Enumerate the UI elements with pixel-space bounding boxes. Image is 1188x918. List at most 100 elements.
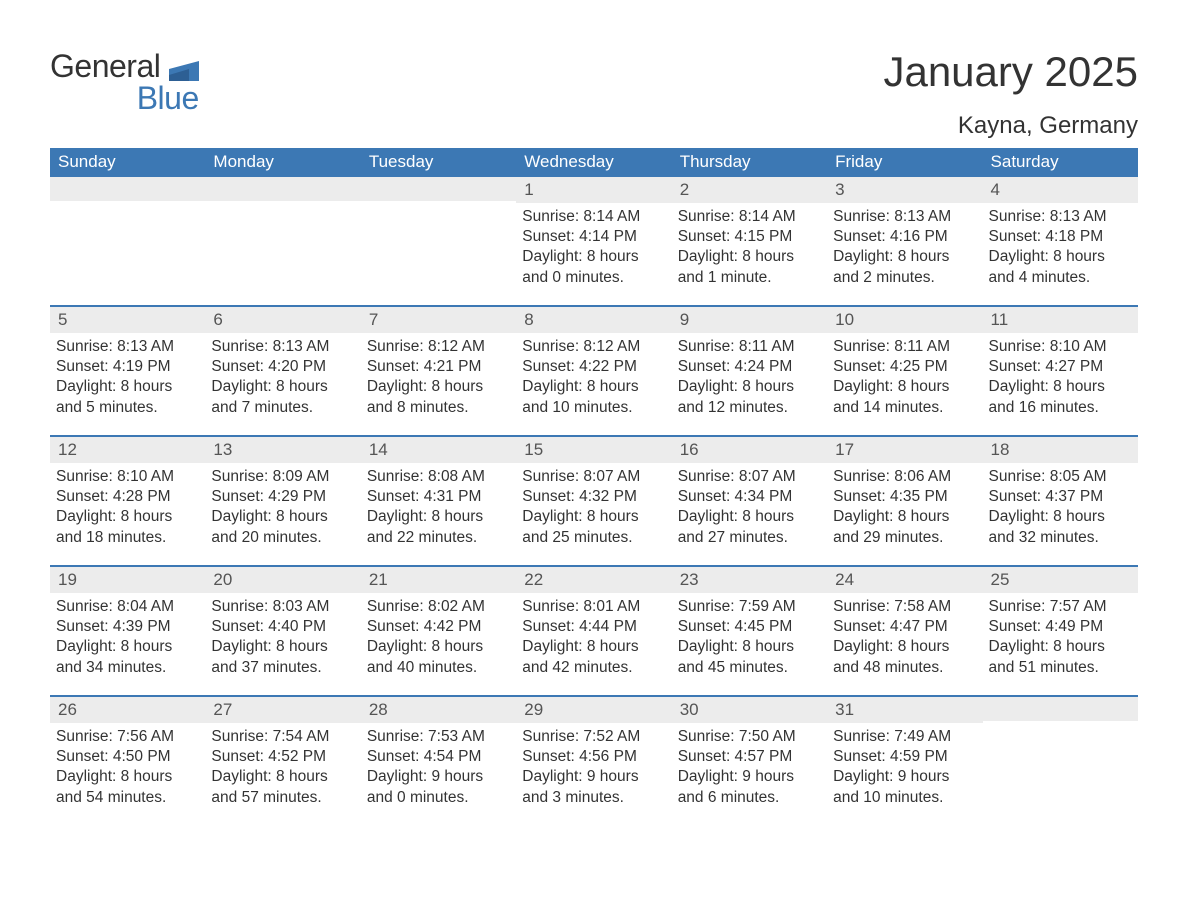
sunrise-text: Sunrise: 8:10 AM: [56, 467, 199, 487]
sunrise-text: Sunrise: 7:54 AM: [211, 727, 354, 747]
daylight-text: Daylight: 8 hours and 1 minute.: [678, 247, 821, 287]
day-number: 1: [516, 177, 671, 203]
sunrise-text: Sunrise: 8:12 AM: [522, 337, 665, 357]
day-number: 16: [672, 437, 827, 463]
day-cell: 10Sunrise: 8:11 AMSunset: 4:25 PMDayligh…: [827, 307, 982, 435]
week-row: 26Sunrise: 7:56 AMSunset: 4:50 PMDayligh…: [50, 695, 1138, 825]
day-number: 8: [516, 307, 671, 333]
day-cell: 22Sunrise: 8:01 AMSunset: 4:44 PMDayligh…: [516, 567, 671, 695]
sunrise-text: Sunrise: 8:01 AM: [522, 597, 665, 617]
week-row: 12Sunrise: 8:10 AMSunset: 4:28 PMDayligh…: [50, 435, 1138, 565]
header: General Blue January 2025 Kayna, Germany: [50, 50, 1138, 140]
sunset-text: Sunset: 4:52 PM: [211, 747, 354, 767]
sunset-text: Sunset: 4:28 PM: [56, 487, 199, 507]
day-number: 3: [827, 177, 982, 203]
day-number: 13: [205, 437, 360, 463]
sunrise-text: Sunrise: 7:52 AM: [522, 727, 665, 747]
sunset-text: Sunset: 4:40 PM: [211, 617, 354, 637]
sunset-text: Sunset: 4:15 PM: [678, 227, 821, 247]
sunrise-text: Sunrise: 8:08 AM: [367, 467, 510, 487]
day-cell: 8Sunrise: 8:12 AMSunset: 4:22 PMDaylight…: [516, 307, 671, 435]
logo-text: General Blue: [50, 50, 199, 114]
sunrise-text: Sunrise: 8:09 AM: [211, 467, 354, 487]
daylight-text: Daylight: 8 hours and 22 minutes.: [367, 507, 510, 547]
day-cell: 26Sunrise: 7:56 AMSunset: 4:50 PMDayligh…: [50, 697, 205, 825]
daylight-text: Daylight: 8 hours and 29 minutes.: [833, 507, 976, 547]
day-cell: 24Sunrise: 7:58 AMSunset: 4:47 PMDayligh…: [827, 567, 982, 695]
day-cell: 31Sunrise: 7:49 AMSunset: 4:59 PMDayligh…: [827, 697, 982, 825]
sunrise-text: Sunrise: 8:13 AM: [211, 337, 354, 357]
sunset-text: Sunset: 4:50 PM: [56, 747, 199, 767]
sunset-text: Sunset: 4:21 PM: [367, 357, 510, 377]
day-cell: 17Sunrise: 8:06 AMSunset: 4:35 PMDayligh…: [827, 437, 982, 565]
sunrise-text: Sunrise: 8:12 AM: [367, 337, 510, 357]
daylight-text: Daylight: 8 hours and 20 minutes.: [211, 507, 354, 547]
day-number: 2: [672, 177, 827, 203]
daylight-text: Daylight: 9 hours and 3 minutes.: [522, 767, 665, 807]
logo-word1: General: [50, 48, 160, 84]
daylight-text: Daylight: 9 hours and 10 minutes.: [833, 767, 976, 807]
daylight-text: Daylight: 8 hours and 16 minutes.: [989, 377, 1132, 417]
sunset-text: Sunset: 4:34 PM: [678, 487, 821, 507]
sunrise-text: Sunrise: 8:14 AM: [522, 207, 665, 227]
weeks-container: 1Sunrise: 8:14 AMSunset: 4:14 PMDaylight…: [50, 177, 1138, 825]
sunset-text: Sunset: 4:47 PM: [833, 617, 976, 637]
day-number: 21: [361, 567, 516, 593]
daylight-text: Daylight: 8 hours and 57 minutes.: [211, 767, 354, 807]
day-cell: [205, 177, 360, 305]
location: Kayna, Germany: [883, 112, 1138, 140]
calendar: SundayMondayTuesdayWednesdayThursdayFrid…: [50, 148, 1138, 825]
sunrise-text: Sunrise: 7:50 AM: [678, 727, 821, 747]
day-cell: 14Sunrise: 8:08 AMSunset: 4:31 PMDayligh…: [361, 437, 516, 565]
sunrise-text: Sunrise: 7:57 AM: [989, 597, 1132, 617]
sunset-text: Sunset: 4:37 PM: [989, 487, 1132, 507]
day-cell: 9Sunrise: 8:11 AMSunset: 4:24 PMDaylight…: [672, 307, 827, 435]
sunset-text: Sunset: 4:16 PM: [833, 227, 976, 247]
day-number: 29: [516, 697, 671, 723]
daylight-text: Daylight: 8 hours and 14 minutes.: [833, 377, 976, 417]
daylight-text: Daylight: 8 hours and 34 minutes.: [56, 637, 199, 677]
weekday-header: Sunday: [50, 148, 205, 177]
day-number: 11: [983, 307, 1138, 333]
daylight-text: Daylight: 8 hours and 40 minutes.: [367, 637, 510, 677]
day-number: 12: [50, 437, 205, 463]
day-number: 28: [361, 697, 516, 723]
daylight-text: Daylight: 8 hours and 37 minutes.: [211, 637, 354, 677]
daylight-text: Daylight: 9 hours and 0 minutes.: [367, 767, 510, 807]
day-cell: [361, 177, 516, 305]
daylight-text: Daylight: 8 hours and 0 minutes.: [522, 247, 665, 287]
sunset-text: Sunset: 4:57 PM: [678, 747, 821, 767]
day-number: 22: [516, 567, 671, 593]
day-number: 6: [205, 307, 360, 333]
day-cell: 4Sunrise: 8:13 AMSunset: 4:18 PMDaylight…: [983, 177, 1138, 305]
day-cell: 29Sunrise: 7:52 AMSunset: 4:56 PMDayligh…: [516, 697, 671, 825]
day-number: 20: [205, 567, 360, 593]
day-number: 31: [827, 697, 982, 723]
daylight-text: Daylight: 8 hours and 48 minutes.: [833, 637, 976, 677]
sunrise-text: Sunrise: 7:49 AM: [833, 727, 976, 747]
sunset-text: Sunset: 4:39 PM: [56, 617, 199, 637]
day-cell: 28Sunrise: 7:53 AMSunset: 4:54 PMDayligh…: [361, 697, 516, 825]
day-number: 30: [672, 697, 827, 723]
day-cell: 20 Sunrise: 8:03 AMSunset: 4:40 PMDayligh…: [205, 567, 360, 695]
week-row: 1Sunrise: 8:14 AMSunset: 4:14 PMDaylight…: [50, 177, 1138, 305]
weekday-header: Saturday: [983, 148, 1138, 177]
sunset-text: Sunset: 4:31 PM: [367, 487, 510, 507]
sunrise-text: Sunrise: 8:06 AM: [833, 467, 976, 487]
day-cell: 13Sunrise: 8:09 AMSunset: 4:29 PMDayligh…: [205, 437, 360, 565]
daylight-text: Daylight: 8 hours and 8 minutes.: [367, 377, 510, 417]
day-number: 27: [205, 697, 360, 723]
day-cell: 11Sunrise: 8:10 AMSunset: 4:27 PMDayligh…: [983, 307, 1138, 435]
sunrise-text: Sunrise: 7:58 AM: [833, 597, 976, 617]
day-cell: 19Sunrise: 8:04 AMSunset: 4:39 PMDayligh…: [50, 567, 205, 695]
month-title: January 2025: [883, 50, 1138, 94]
day-cell: 2Sunrise: 8:14 AMSunset: 4:15 PMDaylight…: [672, 177, 827, 305]
weekday-header: Wednesday: [516, 148, 671, 177]
weekday-header: Tuesday: [361, 148, 516, 177]
day-number: [50, 177, 205, 201]
sunset-text: Sunset: 4:24 PM: [678, 357, 821, 377]
day-number: 17: [827, 437, 982, 463]
sunrise-text: Sunrise: 8:03 AM: [211, 597, 354, 617]
day-number: 26: [50, 697, 205, 723]
daylight-text: Daylight: 8 hours and 18 minutes.: [56, 507, 199, 547]
